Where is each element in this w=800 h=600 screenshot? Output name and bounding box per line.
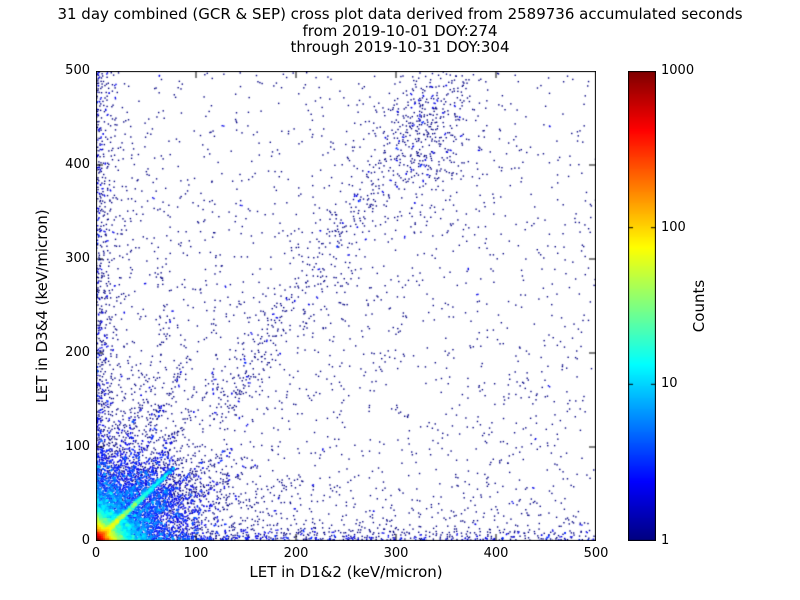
colorbar-tick-label: 100	[661, 219, 686, 235]
title-line-1: 31 day combined (GCR & SEP) cross plot d…	[57, 5, 743, 23]
colorbar-label: Counts	[690, 279, 708, 333]
colorbar-tick-label: 1000	[661, 63, 695, 78]
y-tick-label: 500	[65, 63, 90, 78]
x-tick-label: 200	[283, 546, 309, 561]
y-tick-label: 200	[65, 345, 90, 360]
x-tick-label: 100	[183, 546, 209, 561]
colorbar-tick-label: 1	[661, 533, 670, 548]
x-tick-label: 300	[383, 546, 409, 561]
y-tick-label: 0	[81, 533, 90, 548]
x-tick-label: 400	[483, 546, 509, 561]
colorbar-tick-label: 10	[661, 376, 678, 392]
y-tick-label: 100	[65, 439, 90, 454]
y-axis-label: LET in D3&4 (keV/micron)	[33, 209, 51, 403]
scatter-plot-canvas	[96, 71, 596, 541]
title-line-2: from 2019-10-01 DOY:274	[302, 21, 498, 40]
y-tick-label: 400	[65, 157, 90, 172]
x-tick-label: 0	[91, 546, 101, 561]
y-tick-label: 300	[65, 251, 90, 266]
x-tick-label: 500	[583, 546, 609, 561]
chart-title: 31 day combined (GCR & SEP) cross plot d…	[0, 6, 800, 56]
title-line-3: through 2019-10-31 DOY:304	[290, 38, 510, 56]
colorbar-canvas	[628, 71, 656, 541]
x-axis-label: LET in D1&2 (keV/micron)	[249, 563, 443, 581]
